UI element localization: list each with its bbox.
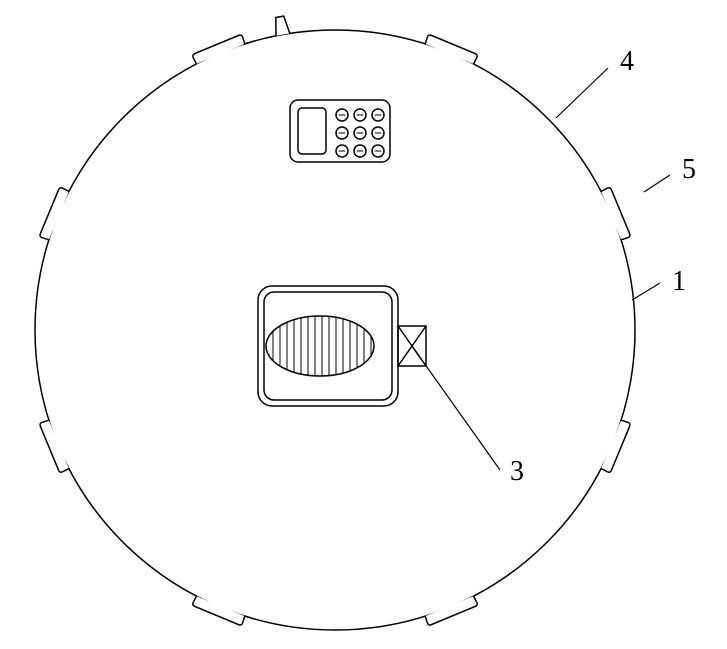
leader-line-1	[632, 283, 660, 300]
center-ellipse	[266, 316, 374, 376]
ref-label-3: 3	[510, 456, 524, 487]
ref-label-1: 1	[672, 266, 686, 297]
perimeter-tab	[40, 420, 69, 472]
perimeter-tab	[425, 596, 477, 625]
center-module-outer	[258, 286, 398, 406]
perimeter-tab	[193, 35, 245, 64]
perimeter-tab	[193, 596, 245, 625]
center-module-inner	[264, 292, 392, 400]
main-body-circle	[35, 30, 635, 630]
leader-line-4	[556, 68, 608, 118]
leader-line-3	[412, 346, 500, 470]
perimeter-tab	[40, 188, 69, 240]
leader-line-5	[644, 175, 670, 192]
side-notch	[276, 16, 290, 36]
keypad-screen	[298, 108, 326, 154]
perimeter-tab	[601, 188, 630, 240]
perimeter-tab	[425, 35, 477, 64]
perimeter-tab	[601, 420, 630, 472]
ref-label-5: 5	[682, 154, 696, 185]
patent-figure: 1 3 4 5	[0, 0, 727, 649]
ref-label-4: 4	[620, 46, 634, 77]
